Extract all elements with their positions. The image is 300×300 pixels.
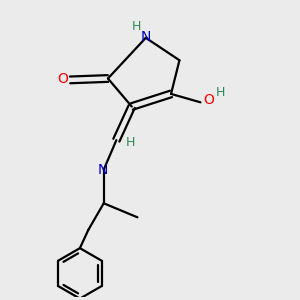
Text: N: N	[141, 30, 151, 44]
Text: N: N	[97, 163, 107, 177]
Text: H: H	[216, 86, 225, 99]
Text: H: H	[126, 136, 135, 149]
Text: O: O	[203, 93, 214, 107]
Text: H: H	[131, 20, 141, 33]
Text: O: O	[57, 72, 68, 86]
